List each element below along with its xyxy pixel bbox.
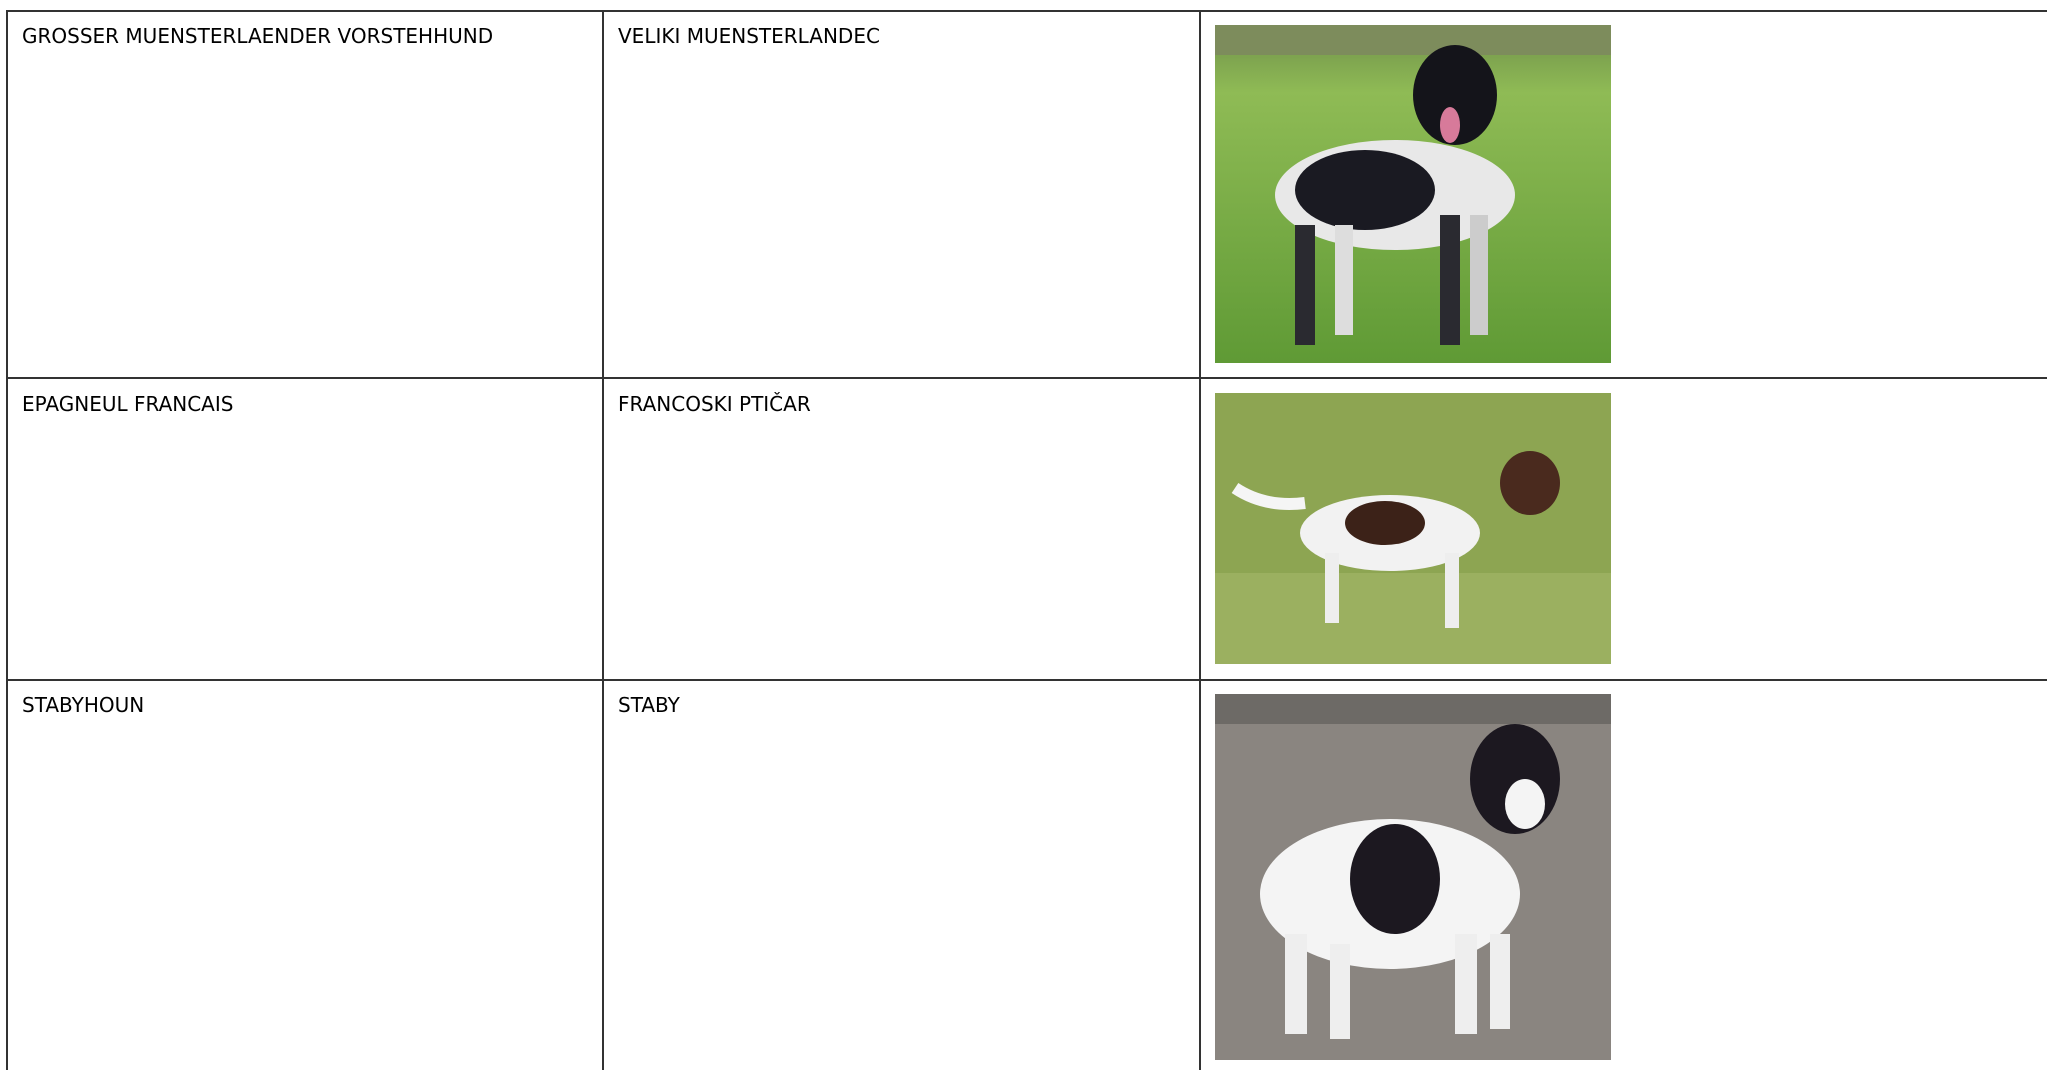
- row-border: [6, 10, 2047, 12]
- row-border: [6, 377, 2047, 379]
- column-border: [6, 10, 8, 1070]
- breed-name: STABYHOUN: [22, 693, 145, 717]
- dog-photo: [1215, 694, 1611, 1060]
- dog-photo: [1215, 25, 1611, 363]
- breed-name: EPAGNEUL FRANCAIS: [22, 392, 234, 416]
- column-border: [602, 10, 604, 1070]
- breed-name: GROSSER MUENSTERLAENDER VORSTEHHUND: [22, 24, 494, 48]
- row-border: [6, 679, 2047, 681]
- breed-translation: STABY: [618, 693, 680, 717]
- breed-translation: VELIKI MUENSTERLANDEC: [618, 24, 880, 48]
- breed-translation: FRANCOSKI PTIČAR: [618, 392, 811, 416]
- column-border: [1199, 10, 1201, 1070]
- dog-photo: [1215, 393, 1611, 664]
